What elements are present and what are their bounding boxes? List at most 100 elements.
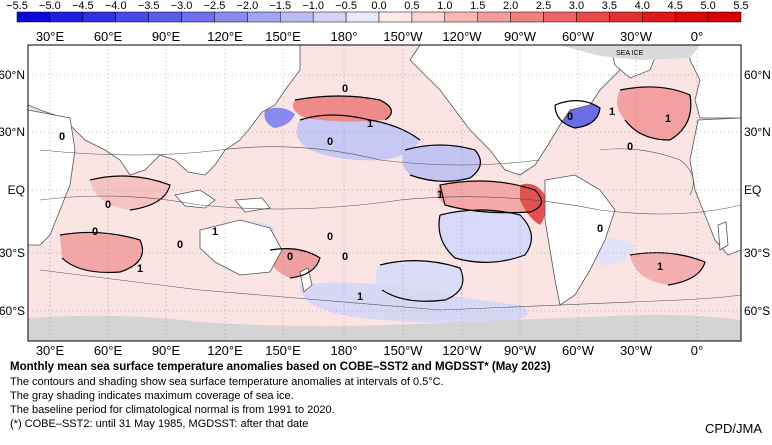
sea-ice-shading	[28, 314, 741, 341]
cool-anomaly-east-pacific	[439, 210, 532, 263]
colorbar-swatch	[247, 11, 281, 23]
colorbar-tick-label: 4.0	[635, 0, 650, 12]
caption-line-4: (*) COBE–SST2: until 31 May 1985, MGDSST…	[10, 418, 309, 430]
sea-ice-label: SEA ICE	[616, 50, 644, 57]
colorbar-swatch	[49, 11, 84, 23]
colorbar-tick-label: −5.0	[39, 0, 61, 12]
lon-label-top: 30°E	[36, 29, 65, 44]
contour-value-label: 0	[327, 136, 333, 148]
warm-anomaly-south-indian	[60, 232, 143, 273]
colorbar-swatch	[181, 11, 215, 23]
lon-label-top: 180°	[331, 29, 358, 44]
lon-label-top: 60°E	[94, 29, 123, 44]
gridlines	[28, 45, 741, 341]
colorbar-tick-label: 3.5	[602, 0, 617, 12]
lon-label-bottom: 120°W	[442, 343, 482, 358]
map-area	[28, 45, 741, 341]
thin-contours	[39, 146, 741, 311]
colorbar-swatch	[16, 11, 51, 23]
madagascar-land	[717, 221, 729, 251]
contour-value-label: 1	[665, 113, 671, 125]
colorbar-swatch	[148, 11, 182, 23]
sea-ice-arctic	[560, 45, 700, 60]
colorbar-tick-label: −3.5	[138, 0, 160, 12]
colorbar-tick-label: −2.0	[237, 0, 259, 12]
lon-label-top: 0°	[691, 29, 703, 44]
colorbar-tick-label: 0.5	[404, 0, 419, 12]
colorbar-tick-label: −2.5	[204, 0, 226, 12]
australia-land	[199, 219, 283, 276]
lon-label-bottom: 180°	[331, 343, 358, 358]
lon-label-top: 150°E	[265, 29, 301, 44]
colorbar-tick-label: 5.5	[733, 0, 748, 12]
colorbar-swatch	[543, 11, 577, 23]
colorbar-swatch	[642, 11, 676, 23]
warm-anomaly-peru-coast	[520, 183, 546, 225]
lon-label-bottom: 120°E	[207, 343, 243, 358]
contour-value-label: 0	[92, 226, 98, 238]
lat-label-left: EQ	[8, 183, 25, 197]
contour-value-label: 1	[357, 291, 363, 303]
lon-label-bottom: 30°E	[36, 343, 65, 358]
contour-value-label: 1	[212, 226, 218, 238]
warm-anomaly-south-atlantic	[630, 252, 705, 285]
colorbar-tick-label: 1.5	[470, 0, 485, 12]
colorbar-tick-label: 2.0	[503, 0, 518, 12]
warm-anomaly-north-atlantic	[616, 86, 691, 140]
cool-anomaly-north-pacific	[296, 115, 420, 161]
contour-value-label: 1	[609, 106, 615, 118]
contour-value-label: 0	[597, 223, 603, 235]
europe-land	[689, 45, 741, 119]
colorbar-tick-label: −0.5	[335, 0, 357, 12]
colorbar-swatch	[510, 11, 544, 23]
contour-value-label: 0	[177, 239, 183, 251]
lon-labels-top: 30°E 60°E 90°E 120°E 150°E 180° 150°W 120°W 90°W…	[36, 29, 703, 44]
lon-label-bottom: 150°W	[383, 343, 423, 358]
lon-label-bottom: 0°	[691, 343, 703, 358]
colorbar-swatch	[214, 11, 248, 23]
lon-label-top: 90°E	[152, 29, 181, 44]
colorbar-tick-label: 2.5	[536, 0, 551, 12]
lon-label-top: 150°W	[383, 29, 423, 44]
colorbar-tick-label: 0.0	[371, 0, 386, 12]
lon-label-bottom: 30°W	[620, 343, 653, 358]
lon-label-top: 120°E	[207, 29, 243, 44]
contour-value-label: 1	[367, 118, 373, 130]
lon-label-bottom: 90°W	[504, 343, 537, 358]
cool-anomaly-southern-ocean	[300, 282, 528, 324]
warm-anomaly-indian-ocean	[90, 176, 170, 210]
colorbar-tick-label: 3.0	[569, 0, 584, 12]
cool-anomaly-central-pacific	[402, 145, 481, 182]
lon-labels-bottom: 30°E 60°E 90°E 120°E 150°E 180° 150°W 120°W 90°W…	[36, 343, 703, 358]
colorbar-swatch	[312, 11, 347, 23]
lon-label-top: 30°W	[620, 29, 653, 44]
colorbar-tick-label: 1.0	[437, 0, 452, 12]
lat-labels-right: 60°N 30°N EQ 30°S 60°S	[744, 68, 771, 318]
africa-east-land	[689, 117, 741, 256]
colorbar: −5.5 −5.0 −4.5 −4.0 −3.5 −3.0 −2.5 −2.0 −1.5 −1.0…	[6, 0, 749, 23]
colorbar-swatch	[444, 11, 478, 23]
contour-value-label: 0	[342, 251, 348, 263]
north-america-land	[409, 45, 621, 176]
contour-value-label: 1	[137, 263, 143, 275]
colorbar-tick-label: −4.5	[72, 0, 94, 12]
lat-label-left: 60°S	[0, 304, 25, 318]
warm-anomaly-northwest-pacific	[292, 96, 392, 122]
colorbar-tick-label: −1.0	[302, 0, 324, 12]
colorbar-swatch	[378, 11, 413, 23]
new-zealand-land	[299, 267, 313, 293]
colorbar-tick-label: −5.5	[6, 0, 28, 12]
indonesia-land	[174, 189, 216, 209]
colorbar-swatch	[707, 11, 742, 23]
contour-value-label: 0	[567, 111, 573, 123]
lon-label-bottom: 90°E	[152, 343, 181, 358]
contour-value-label: 0	[105, 199, 111, 211]
colorbar-tick-label: 5.0	[700, 0, 715, 12]
caption-title: Monthly mean sea surface temperature ano…	[10, 361, 551, 373]
contour-value-label: 0	[59, 131, 65, 143]
caption-line-1: The contours and shading show sea surfac…	[10, 376, 444, 388]
caption-line-2: The gray shading indicates maximum cover…	[10, 390, 294, 402]
